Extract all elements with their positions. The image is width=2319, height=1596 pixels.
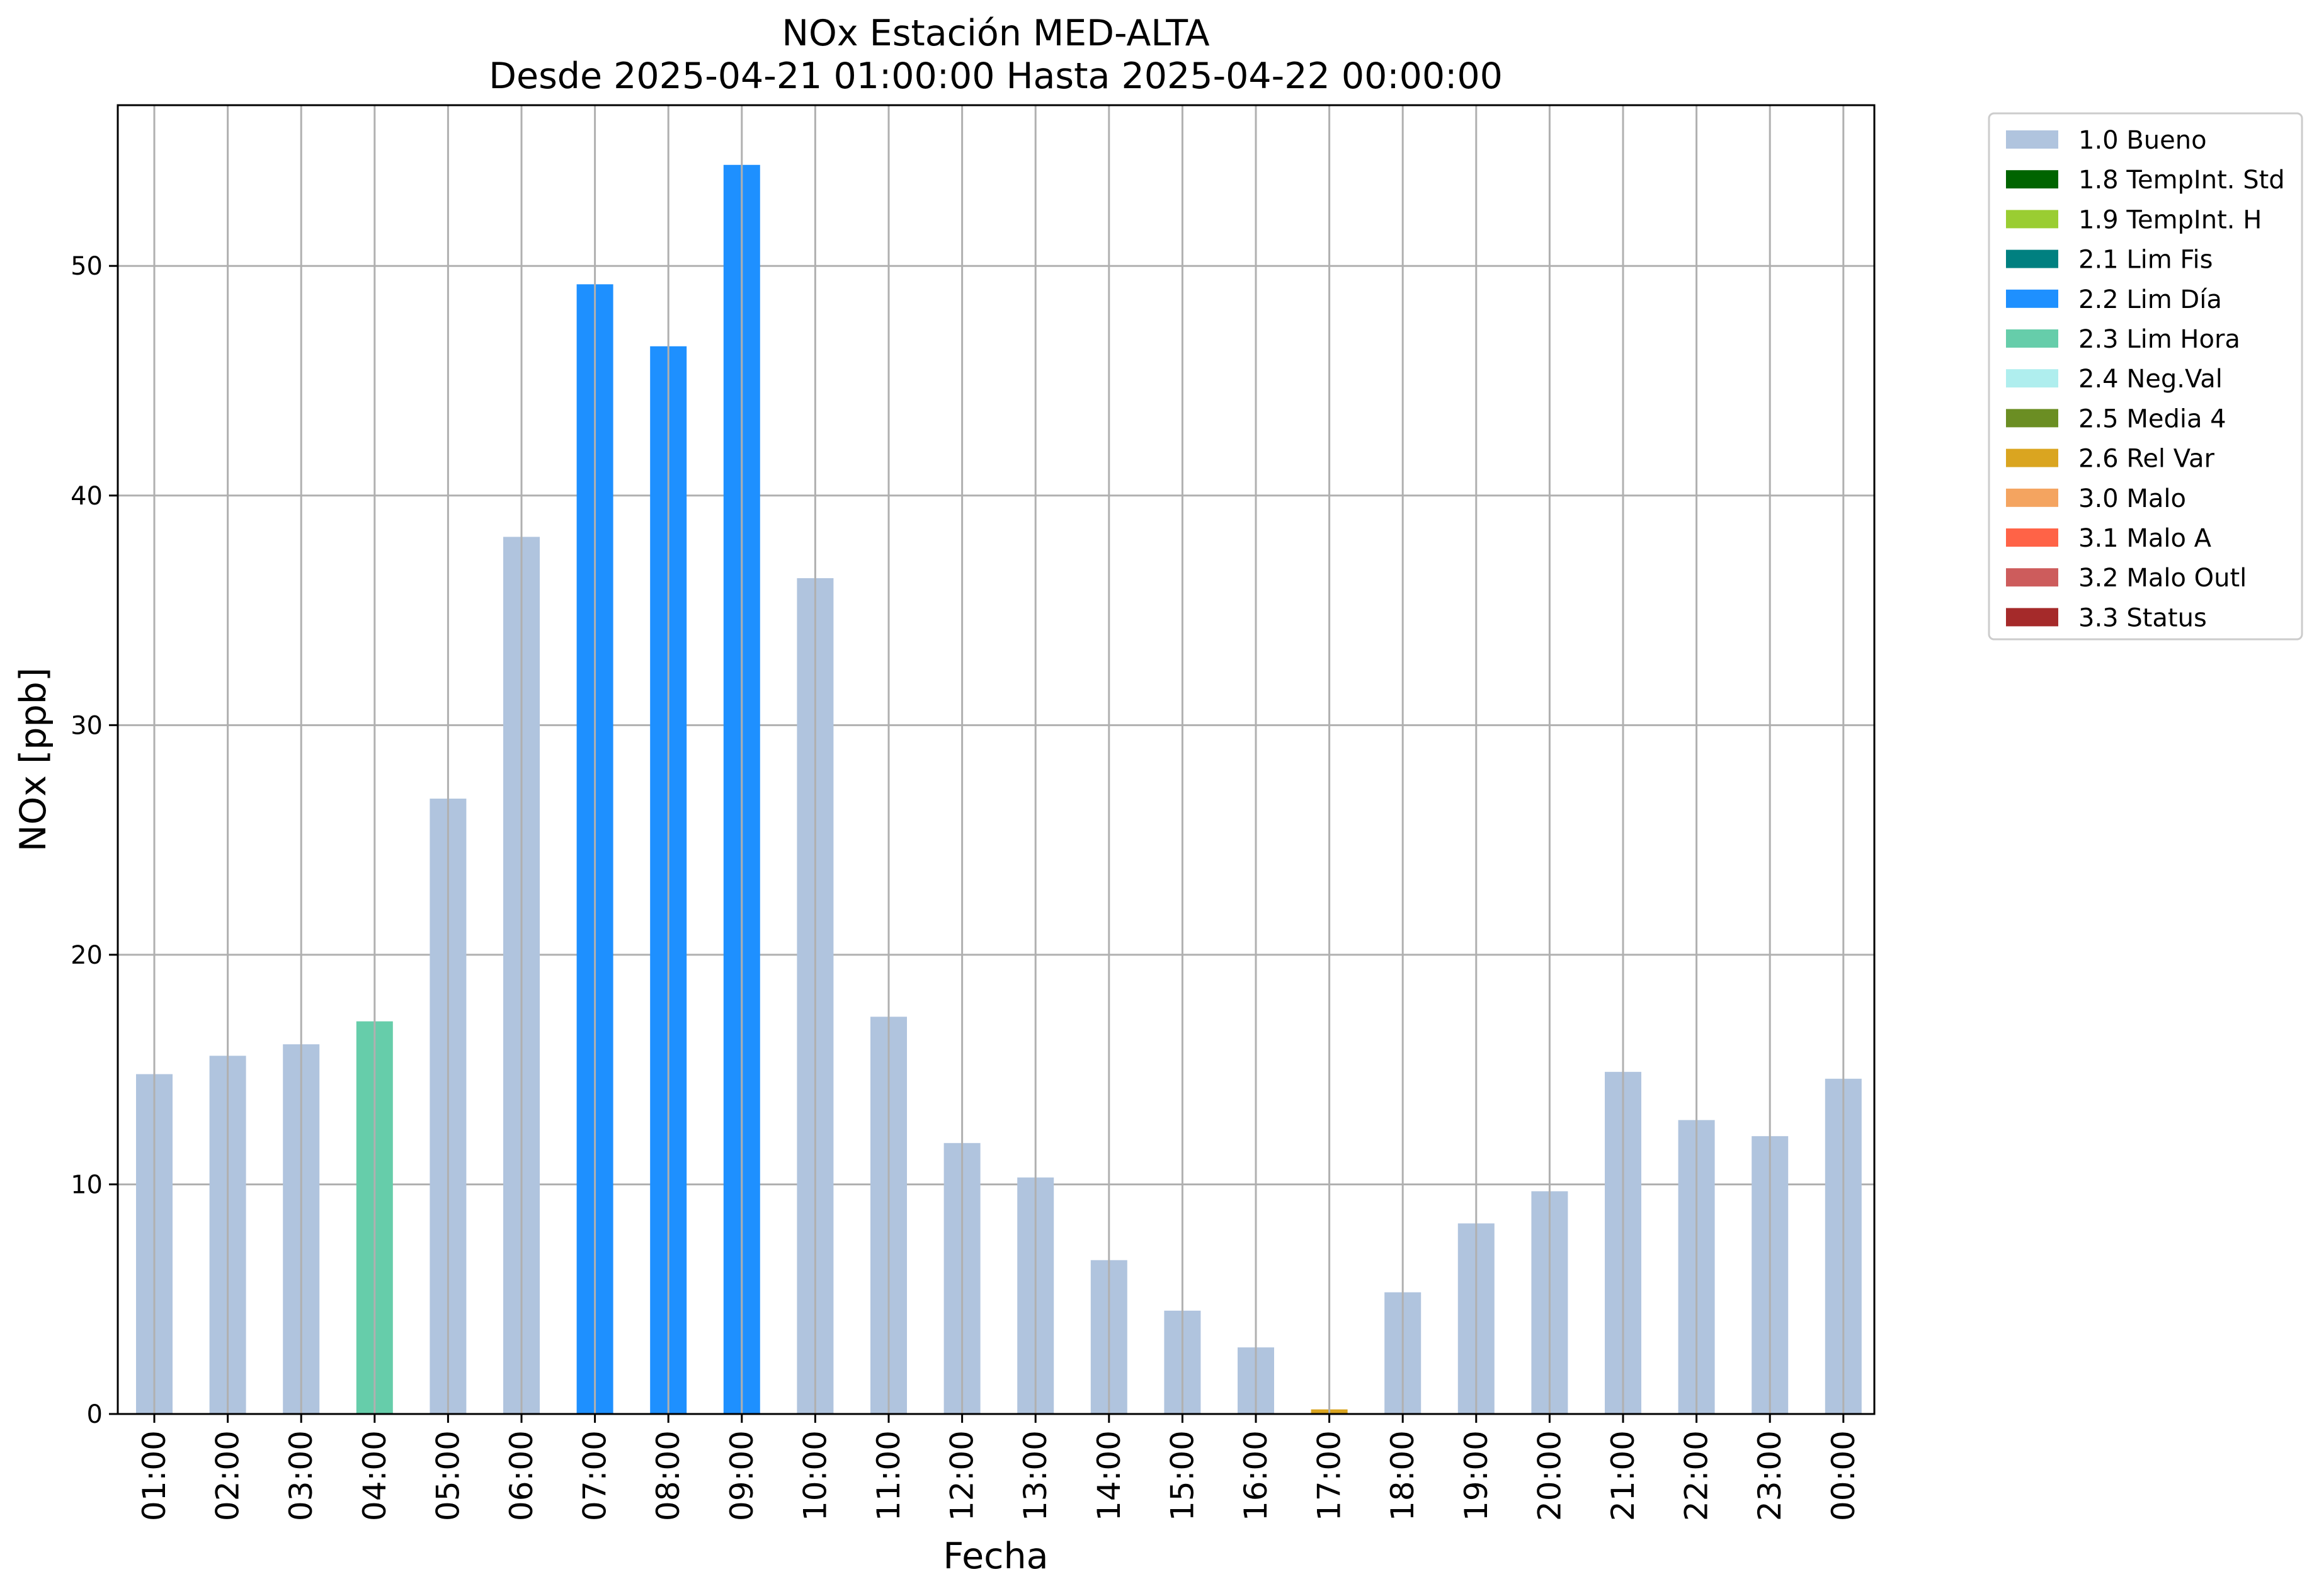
legend-swatch bbox=[2006, 289, 2058, 308]
y-axis: 0 10 20 30 40 50 bbox=[71, 252, 118, 1429]
x-tick-label: 21:00 bbox=[1605, 1430, 1641, 1521]
legend-label: 2.1 Lim Fis bbox=[2078, 246, 2213, 275]
x-tick-label: 08:00 bbox=[650, 1430, 687, 1521]
y-tick-label: 0 bbox=[87, 1400, 103, 1429]
legend-swatch bbox=[2006, 130, 2058, 149]
legend-label: 2.6 Rel Var bbox=[2078, 445, 2215, 474]
y-tick-label: 50 bbox=[71, 252, 103, 281]
x-tick-label: 05:00 bbox=[430, 1430, 466, 1521]
x-tick-label: 04:00 bbox=[356, 1430, 393, 1521]
x-tick-label: 12:00 bbox=[944, 1430, 981, 1521]
legend-frame bbox=[1988, 112, 2303, 641]
x-tick-label: 03:00 bbox=[283, 1430, 319, 1521]
legend-swatch bbox=[2006, 170, 2058, 189]
legend-swatch bbox=[2006, 608, 2058, 627]
legend-label: 1.0 Bueno bbox=[2078, 126, 2207, 155]
x-tick-label: 02:00 bbox=[210, 1430, 246, 1521]
x-tick-label: 06:00 bbox=[503, 1430, 540, 1521]
x-tick-label: 11:00 bbox=[870, 1430, 907, 1521]
x-axis: 01:00 02:00 03:00 04:00 05:00 06:00 07:00 08:00… bbox=[136, 1414, 1862, 1521]
legend-label: 3.1 Malo A bbox=[2078, 524, 2212, 553]
x-tick-label: 10:00 bbox=[797, 1430, 833, 1521]
x-tick-label: 15:00 bbox=[1164, 1430, 1200, 1521]
chart-title: NOx Estación MED-ALTA bbox=[782, 13, 1209, 54]
x-tick-label: 01:00 bbox=[136, 1430, 173, 1521]
legend-label: 3.3 Status bbox=[2078, 603, 2207, 632]
chart-subtitle: Desde 2025-04-21 01:00:00 Hasta 2025-04-… bbox=[489, 55, 1503, 97]
legend-swatch bbox=[2006, 409, 2058, 428]
x-tick-label: 17:00 bbox=[1311, 1430, 1348, 1521]
bars bbox=[136, 105, 1862, 1415]
legend-label: 3.0 Malo bbox=[2078, 484, 2186, 513]
legend: 1.0 Bueno 1.8 TempInt. Std 1.9 TempInt. H 2… bbox=[1988, 112, 2303, 641]
legend-swatch bbox=[2006, 369, 2058, 388]
x-tick-label: 23:00 bbox=[1752, 1430, 1788, 1521]
y-tick-label: 20 bbox=[71, 941, 103, 970]
legend-swatch bbox=[2006, 528, 2058, 547]
x-tick-label: 00:00 bbox=[1825, 1430, 1862, 1521]
legend-swatch bbox=[2006, 249, 2058, 268]
x-tick-label: 16:00 bbox=[1238, 1430, 1274, 1521]
y-tick-label: 10 bbox=[71, 1170, 103, 1199]
legend-label: 2.4 Neg.Val bbox=[2078, 365, 2223, 394]
legend-swatch bbox=[2006, 329, 2058, 348]
legend-swatch bbox=[2006, 568, 2058, 587]
legend-swatch bbox=[2006, 448, 2058, 467]
y-tick-label: 30 bbox=[71, 711, 103, 740]
legend-label: 2.2 Lim Día bbox=[2078, 285, 2222, 314]
x-tick-label: 18:00 bbox=[1384, 1430, 1421, 1521]
plot-frame bbox=[117, 104, 1876, 1415]
x-tick-label: 20:00 bbox=[1531, 1430, 1568, 1521]
x-tick-label: 22:00 bbox=[1678, 1430, 1715, 1521]
legend-label: 1.8 TempInt. Std bbox=[2078, 166, 2285, 195]
x-tick-label: 19:00 bbox=[1458, 1430, 1495, 1521]
y-axis-label: NOx [ppb] bbox=[13, 668, 54, 852]
legend-swatch bbox=[2006, 488, 2058, 507]
legend-swatch bbox=[2006, 210, 2058, 229]
x-tick-label: 09:00 bbox=[724, 1430, 760, 1521]
legend-label: 3.2 Malo Outl bbox=[2078, 564, 2247, 593]
x-tick-label: 07:00 bbox=[577, 1430, 613, 1521]
x-tick-label: 14:00 bbox=[1091, 1430, 1127, 1521]
legend-label: 1.9 TempInt. H bbox=[2078, 205, 2262, 234]
legend-label: 2.3 Lim Hora bbox=[2078, 325, 2240, 354]
x-tick-label: 13:00 bbox=[1017, 1430, 1054, 1521]
legend-label: 2.5 Media 4 bbox=[2078, 404, 2226, 433]
y-tick-label: 40 bbox=[71, 482, 103, 511]
x-axis-label: Fecha bbox=[943, 1536, 1048, 1577]
